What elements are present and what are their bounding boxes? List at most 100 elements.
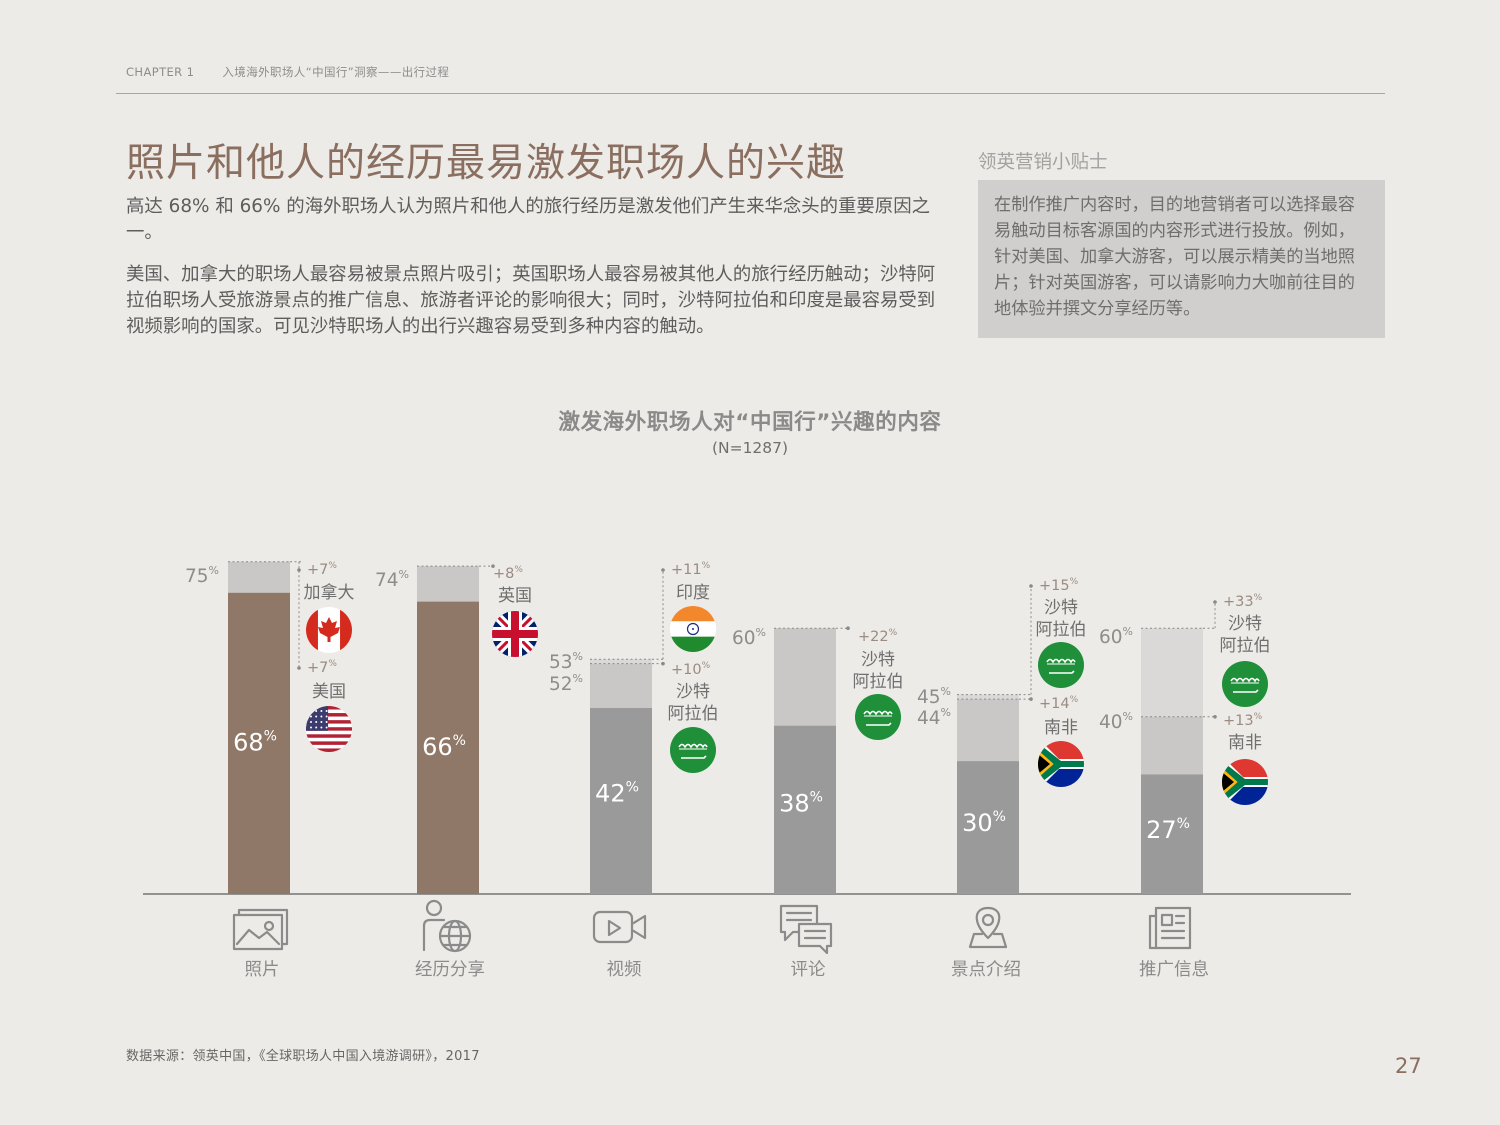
south-africa-flag-icon <box>1222 759 1268 805</box>
diff-label: +15% <box>1039 577 1079 594</box>
bar <box>590 707 652 894</box>
saudi-flag-icon <box>855 694 901 740</box>
country-label: 沙特 <box>676 682 710 702</box>
page-title: 照片和他人的经历最易激发职场人的兴趣 <box>126 141 847 186</box>
category-5: 景点介绍 <box>951 906 1021 980</box>
india-flag-icon <box>670 606 716 652</box>
category-1: 照片 <box>232 908 289 980</box>
category-label: 视频 <box>607 960 642 980</box>
country-label: 南非 <box>1044 718 1078 738</box>
comment-icon <box>779 904 833 955</box>
category-3: 视频 <box>592 910 647 980</box>
tip-box: 在制作推广内容时，目的地营销者可以选择最容易触动目标客源国的内容形式进行投放。例… <box>978 180 1385 338</box>
diff-label: +10% <box>671 661 711 678</box>
usa-flag-icon <box>306 706 352 752</box>
country-label: 美国 <box>312 682 346 702</box>
chart-subtitle: (N=1287) <box>711 439 789 457</box>
country-label: 沙特 <box>1228 614 1262 634</box>
bar-group-6: 27% 60% 40% +33% 沙特阿拉伯 +13% 南非 <box>1099 593 1271 894</box>
leader-dot <box>661 568 665 572</box>
category-label: 评论 <box>791 960 826 980</box>
tip-title: 领英营销小贴士 <box>978 152 1108 173</box>
country-label: 阿拉伯 <box>853 672 904 692</box>
bar-value-label: 27% <box>1146 816 1190 844</box>
category-label: 推广信息 <box>1139 960 1209 980</box>
total-value-label: 74% <box>375 568 409 591</box>
chapter-label: CHAPTER 1 <box>126 65 195 79</box>
category-2: 经历分享 <box>415 899 485 980</box>
bar-increment <box>1141 716 1203 775</box>
leader-dot <box>1213 715 1217 719</box>
diff-label: +33% <box>1223 593 1263 610</box>
total-value-label: 60% <box>1099 625 1133 648</box>
bar <box>228 592 290 894</box>
bar-increment <box>228 561 290 593</box>
bar-increment <box>417 566 479 602</box>
diff-label: +22% <box>858 628 898 645</box>
photo-icon <box>232 908 289 951</box>
leader-dot <box>491 564 495 568</box>
country-label: 加拿大 <box>304 582 355 603</box>
category-6: 推广信息 <box>1139 906 1209 980</box>
country-label: 阿拉伯 <box>1036 620 1087 640</box>
bar-group-3: 42% 53%52% +11% 印度 +10% 沙特阿拉伯 <box>549 561 719 894</box>
bar-value-label: 30% <box>962 809 1006 837</box>
tip-text: 在制作推广内容时，目的地营销者可以选择最容易触动目标客源国的内容形式进行投放。例… <box>994 195 1355 319</box>
bar <box>957 761 1019 894</box>
leader-dot <box>1029 584 1033 588</box>
bar <box>417 601 479 894</box>
total-value-label: 53% <box>549 650 583 673</box>
bar-group-5: 30% 45%44% +15% 沙特阿拉伯 +14% 南非 <box>917 577 1087 894</box>
footnote: 数据来源：领英中国，《全球职场人中国入境游调研》，2017 <box>126 1049 480 1064</box>
country-label: 沙特 <box>1044 598 1078 618</box>
bar-increment-upper <box>1141 628 1203 717</box>
category-label: 景点介绍 <box>951 960 1021 980</box>
total-value-label: 52% <box>549 672 583 695</box>
total-value-label: 75% <box>185 564 219 587</box>
leader-dot <box>297 666 301 670</box>
page-number: 27 <box>1395 1054 1422 1078</box>
header-divider <box>116 93 1385 94</box>
newspaper-icon <box>1148 906 1192 950</box>
total-value-label: 45% <box>917 685 951 708</box>
leader-dot <box>846 626 850 630</box>
bar <box>1141 774 1203 894</box>
leader-dot <box>1213 600 1217 604</box>
bar-increment <box>774 628 836 726</box>
total-value-label: 60% <box>732 626 766 649</box>
saudi-flag-icon <box>1222 661 1268 707</box>
south-africa-flag-icon <box>1038 741 1084 787</box>
bar <box>774 725 836 894</box>
country-label: 印度 <box>676 583 710 603</box>
country-label: 阿拉伯 <box>1220 636 1271 656</box>
bar-increment-upper <box>957 694 1019 700</box>
country-label: 南非 <box>1228 733 1262 753</box>
saudi-flag-icon <box>1038 642 1084 688</box>
video-icon <box>592 910 647 944</box>
bar-value-label: 68% <box>233 728 277 756</box>
country-label: 沙特 <box>861 650 895 670</box>
bar-increment <box>590 663 652 708</box>
category-label: 照片 <box>245 960 280 980</box>
page-header: CHAPTER 1 入境海外职场人“中国行”洞察——出行过程 <box>126 64 449 80</box>
bar-group-1: 68% 75% +7% 加拿大 +7% 美国 <box>185 561 355 894</box>
diff-label: +14% <box>1039 695 1079 712</box>
category-label: 经历分享 <box>415 960 485 980</box>
total-value-label: 44% <box>917 706 951 729</box>
intro-paragraph-1: 高达 68% 和 66% 的海外职场人认为照片和他人的旅行经历是激发他们产生来华… <box>126 196 930 243</box>
bar-value-label: 38% <box>779 789 823 817</box>
country-label: 英国 <box>498 586 532 606</box>
diff-label: +8% <box>493 565 523 582</box>
bar-group-2: 66% 74% +8% 英国 <box>375 564 538 894</box>
bar-increment-upper <box>590 659 652 664</box>
section-label: 入境海外职场人“中国行”洞察——出行过程 <box>222 65 450 79</box>
uk-flag-icon <box>492 611 538 657</box>
canada-flag-icon <box>306 607 352 653</box>
bar-value-label: 42% <box>595 780 639 808</box>
total-value-label: 40% <box>1099 710 1133 733</box>
person-globe-icon <box>422 899 472 953</box>
bar-increment <box>957 699 1019 762</box>
map-pin-icon <box>968 906 1008 949</box>
intro-paragraph-2: 美国、加拿大的职场人最容易被景点照片吸引；英国职场人最容易被其他人的旅行经历触动… <box>126 264 936 337</box>
